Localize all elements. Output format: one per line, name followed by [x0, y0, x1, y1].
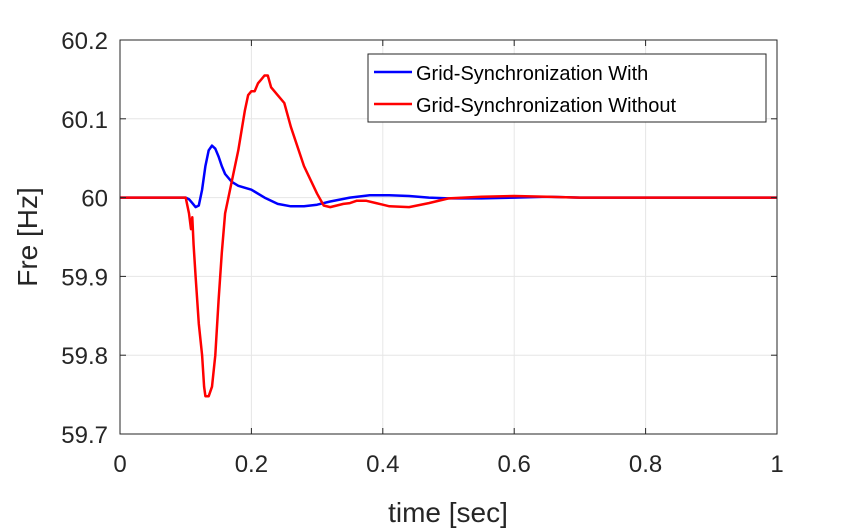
x-tick-label: 0.6	[498, 451, 531, 478]
series-lines	[120, 74, 777, 398]
y-tick-label: 60	[81, 186, 108, 213]
legend: Grid-Synchronization With Grid-Synchroni…	[367, 53, 767, 123]
plot-frame	[119, 39, 778, 435]
x-axis-label: time [sec]	[388, 497, 508, 528]
x-tick-label: 0	[113, 451, 126, 478]
y-tick-label: 60.2	[61, 28, 108, 55]
y-tick-label: 59.7	[61, 422, 108, 449]
series-line-1	[120, 74, 777, 398]
x-tick-label: 1	[770, 451, 783, 478]
x-tick-label: 0.2	[235, 451, 268, 478]
axis-ticks: 0 0.2 0.4 0.6 0.8 1 59.7 59.8 59.9 60 60.1 60.2	[61, 28, 783, 478]
y-axis-label: Fre [Hz]	[12, 187, 43, 287]
legend-box	[367, 53, 767, 123]
x-tick-label: 0.8	[629, 451, 662, 478]
legend-label-without: Grid-Synchronization Without	[416, 95, 677, 117]
legend-label-with: Grid-Synchronization With	[416, 63, 648, 85]
y-tick-label: 59.8	[61, 343, 108, 370]
x-tick-label: 0.4	[366, 451, 399, 478]
series-line-0	[120, 144, 777, 209]
y-tick-label: 59.9	[61, 264, 108, 291]
y-tick-label: 60.1	[61, 107, 108, 134]
